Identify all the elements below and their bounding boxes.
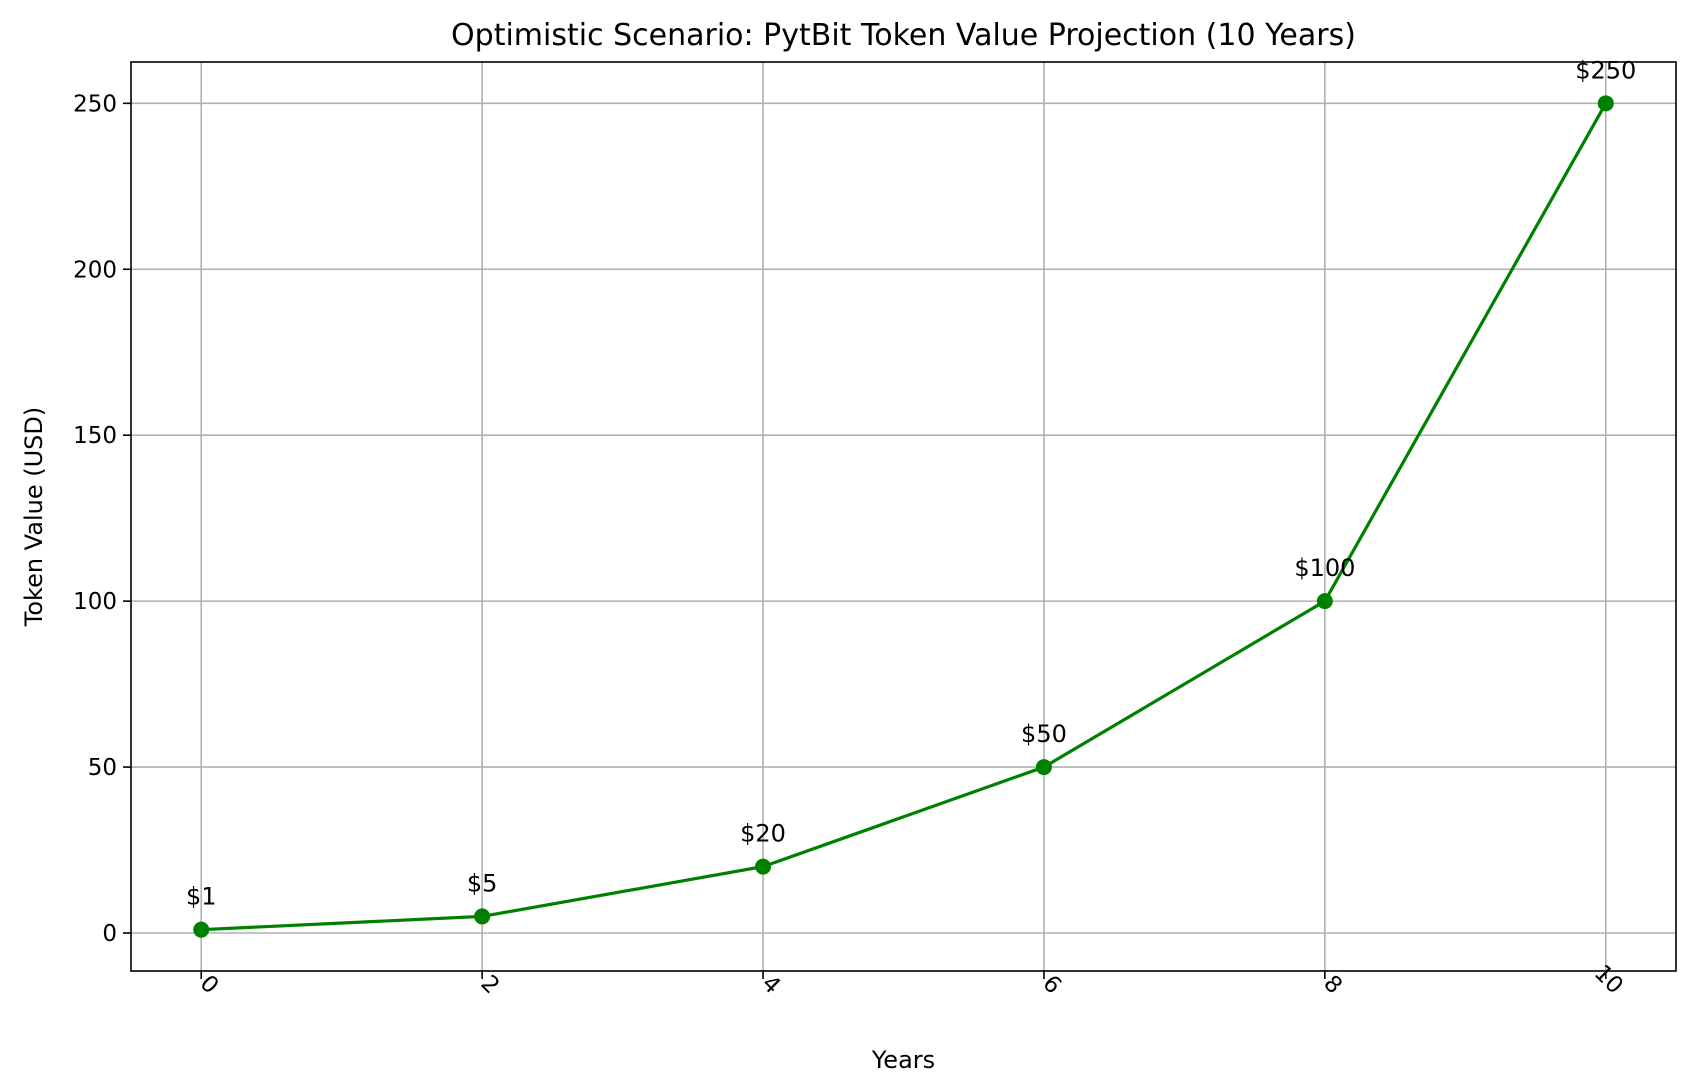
data-point-5 [1597,95,1614,112]
x-tick-label-2: 4 [756,971,785,1000]
y-tick-label-0: 0 [102,921,117,947]
x-tick-label-3: 6 [1037,971,1066,1000]
x-tick-label-4: 8 [1318,971,1347,1000]
y-tick-label-3: 150 [73,423,117,449]
y-tick-label-2: 100 [73,589,117,615]
grid [131,62,1676,971]
y-tick-label-1: 50 [88,755,117,781]
data-label-1: $5 [467,869,498,897]
data-point-2 [755,858,772,875]
data-label-3: $50 [1021,720,1067,748]
data-label-2: $20 [740,820,786,848]
data-point-3 [1035,759,1052,776]
data-label-4: $100 [1294,554,1355,582]
series-line-0 [199,101,1608,932]
chart-title: Optimistic Scenario: PytBit Token Value … [451,18,1356,53]
x-tick-label-1: 2 [476,971,505,1000]
data-label-5: $250 [1575,56,1636,84]
data-point-0 [193,921,210,938]
data-labels: $1 $5 $20 $50 $100 $250 [186,56,1636,910]
y-tick-label-4: 200 [73,257,117,283]
y-tick-label-5: 250 [73,91,117,117]
data-point-4 [1316,593,1333,610]
plot-frame [130,61,1677,972]
x-tick-label-0: 0 [195,971,224,1000]
data-label-0: $1 [186,883,217,911]
series [193,95,1614,938]
y-axis-label: Token Value (USD) [20,407,48,627]
data-point-1 [474,908,491,925]
x-tick-label-5: 10 [1589,960,1628,999]
x-axis-label: Years [871,1046,935,1074]
